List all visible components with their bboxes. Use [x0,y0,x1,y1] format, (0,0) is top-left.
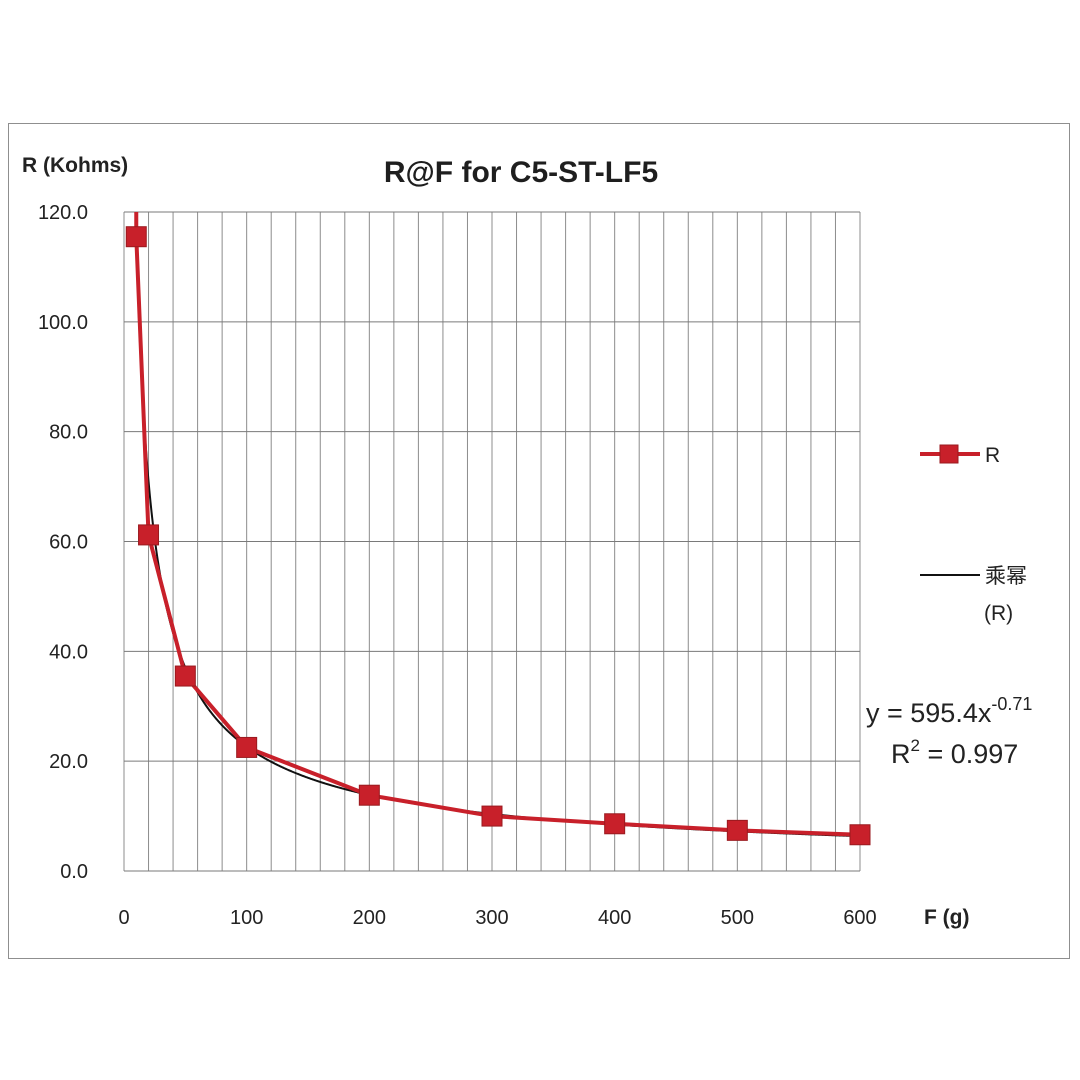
equation-main: y = 595.4x [866,698,992,728]
y-tick-label: 20.0 [49,751,88,773]
data-point-marker [849,824,871,846]
y-tick-label: 80.0 [49,422,88,444]
y-tick-label: 0.0 [60,861,88,883]
legend-series-marker [939,444,959,464]
x-tick-label: 300 [475,907,508,929]
y-tick-label: 120.0 [38,202,88,224]
equation-exponent: -0.71 [991,694,1032,714]
series-line [134,211,861,837]
data-point-marker [726,819,748,841]
legend: R 乘幂 (R) [920,444,1027,625]
x-tick-label: 200 [353,907,386,929]
r-squared-prefix: R [891,739,911,769]
x-tick-label: 100 [230,907,263,929]
data-point-marker [138,524,160,546]
legend-trendline-sublabel: (R) [984,602,1013,625]
data-point-marker [481,805,503,827]
y-tick-label: 60.0 [49,532,88,554]
r-squared-power: 2 [911,736,920,755]
y-tick-label: 40.0 [49,641,88,663]
r-squared-value: = 0.997 [920,739,1018,769]
data-point-marker [604,813,626,835]
data-point-marker [236,736,258,758]
x-tick-label: 400 [598,907,631,929]
legend-series-label: R [985,444,1000,467]
legend-trendline-label: 乘幂 [985,565,1027,588]
series-group [125,211,871,846]
y-tick-label: 100.0 [38,312,88,334]
data-point-marker [358,784,380,806]
x-axis-title: F (g) [924,906,969,929]
grid-lines [123,211,861,872]
trendline-equation: y = 595.4x-0.71 [866,694,1032,728]
x-tick-label: 500 [721,907,754,929]
data-point-marker [174,665,196,687]
x-tick-label: 0 [118,907,129,929]
r-squared: R2 = 0.997 [891,736,1018,769]
y-axis-title: R (Kohms) [22,154,128,177]
data-point-marker [125,226,147,248]
axes: 0.0 20.0 40.0 60.0 80.0 100.0 120.0 0 100 200 300 4… [38,202,877,929]
x-tick-label: 600 [843,907,876,929]
chart-title: R@F for C5-ST-LF5 [384,156,658,189]
